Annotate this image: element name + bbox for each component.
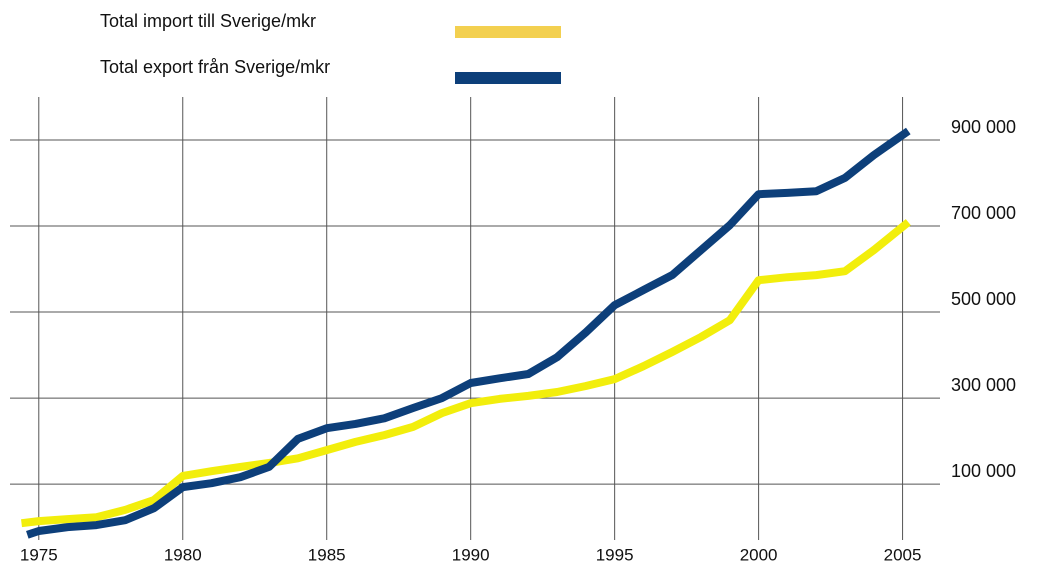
x-tick-label: 1985 xyxy=(308,545,346,564)
line-series xyxy=(26,127,911,539)
x-tick-label: 2005 xyxy=(884,545,922,564)
x-tick-label: 1995 xyxy=(596,545,634,564)
line-series xyxy=(21,219,911,528)
y-tick-label: 700 000 xyxy=(951,203,1016,223)
y-tick-label: 300 000 xyxy=(951,375,1016,395)
legend-swatch xyxy=(455,26,561,38)
y-tick-label: 900 000 xyxy=(951,117,1016,137)
y-tick-label: 100 000 xyxy=(951,461,1016,481)
x-tick-label: 1975 xyxy=(20,545,58,564)
x-tick-label: 1990 xyxy=(452,545,490,564)
x-tick-label: 2000 xyxy=(740,545,778,564)
legend-swatch xyxy=(455,72,561,84)
y-tick-label: 500 000 xyxy=(951,289,1016,309)
legend-label: Total export från Sverige/mkr xyxy=(100,57,330,77)
x-tick-label: 1980 xyxy=(164,545,202,564)
legend-label: Total import till Sverige/mkr xyxy=(100,11,316,31)
